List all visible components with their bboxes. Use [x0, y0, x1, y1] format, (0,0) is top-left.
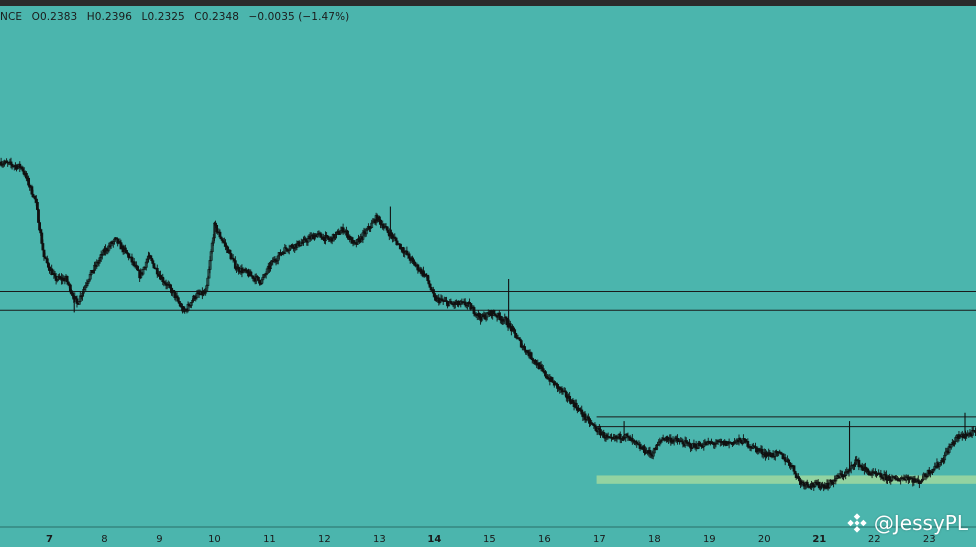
- candle-body: [215, 224, 219, 233]
- candle-body: [792, 465, 796, 472]
- candle-body: [319, 233, 323, 238]
- time-axis-tick-label: 13: [373, 534, 386, 545]
- open-value: O0.2383: [31, 11, 78, 23]
- candle-body: [974, 430, 976, 433]
- time-axis-tick-label: 17: [593, 534, 606, 545]
- close-value: C0.2348: [194, 11, 240, 23]
- time-axis-tick-label: 20: [758, 534, 771, 545]
- time-axis-tick-label: 15: [483, 534, 496, 545]
- candle-body: [75, 298, 79, 304]
- candle-body: [523, 346, 526, 351]
- top-toolbar-strip: [0, 0, 976, 6]
- change-value: −0.0035 (−1.47%): [248, 11, 350, 23]
- time-axis-tick-label: 14: [427, 534, 441, 545]
- high-value: H0.2396: [86, 11, 133, 23]
- time-axis-tick-label: 10: [208, 534, 221, 545]
- time-axis-tick-label: 23: [923, 534, 936, 545]
- candle-body: [41, 243, 45, 251]
- candle-body: [544, 371, 547, 377]
- support-zone-layer: [596, 475, 976, 484]
- watermark: @JessyPL: [846, 511, 968, 535]
- time-axis-tick-label: 16: [538, 534, 551, 545]
- time-axis-tick-label: 9: [156, 534, 162, 545]
- symbol-fragment: NCE: [0, 11, 23, 23]
- binance-diamond-icon: [847, 513, 867, 533]
- time-axis-tick-label: 19: [703, 534, 716, 545]
- ohlc-legend: NCE O0.2383 H0.2396 L0.2325 C0.2348 −0.0…: [0, 11, 355, 23]
- low-value: L0.2325: [141, 11, 185, 23]
- time-axis-tick-label: 21: [812, 534, 826, 545]
- support-zone: [596, 475, 976, 484]
- time-axis-tick-label: 11: [263, 534, 276, 545]
- time-axis-tick-label: 7: [46, 534, 53, 545]
- time-axis-tick-label: 18: [648, 534, 661, 545]
- candle-body: [257, 277, 260, 281]
- time-axis-tick-label: 12: [318, 534, 331, 545]
- candle-body: [513, 329, 517, 334]
- candle-body: [151, 260, 155, 264]
- time-axis-tick-label: 8: [101, 534, 107, 545]
- time-axis-ticks: 7 8 9 10 11 12 13 14 15 16 17 18 19 20 21 22 23: [46, 534, 936, 545]
- watermark-text: @JessyPL: [873, 511, 968, 535]
- time-axis-tick-label: 22: [868, 534, 881, 545]
- candles-layer: [0, 157, 976, 492]
